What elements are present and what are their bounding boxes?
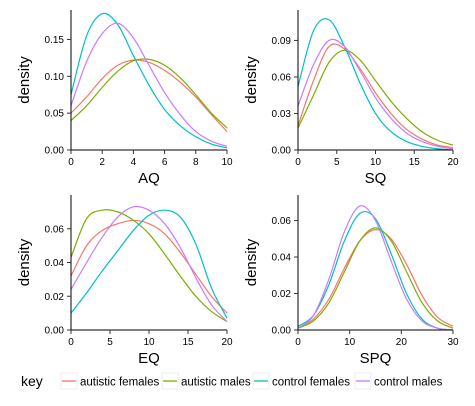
x-tick-label: 0 bbox=[295, 337, 301, 348]
y-axis-title: density bbox=[16, 56, 33, 104]
y-tick-label: 0.04 bbox=[45, 258, 65, 269]
y-tick-label: 0.00 bbox=[45, 146, 65, 157]
x-axis-title: EQ bbox=[138, 350, 160, 367]
x-tick-label: 5 bbox=[107, 337, 113, 348]
density-line-autistic-females bbox=[70, 219, 228, 314]
y-tick-label: 0.02 bbox=[45, 292, 65, 303]
x-tick-label: 0 bbox=[295, 157, 301, 168]
y-tick-label: 0.00 bbox=[272, 146, 292, 157]
x-tick-label: 30 bbox=[447, 337, 459, 348]
x-tick-label: 6 bbox=[162, 157, 168, 168]
density-line-control-females bbox=[70, 209, 228, 319]
x-axis-title: SPQ bbox=[360, 350, 392, 367]
x-tick-label: 15 bbox=[409, 157, 421, 168]
density-line-control-females bbox=[297, 211, 454, 331]
y-tick-label: 0.03 bbox=[272, 109, 292, 120]
y-axis-title: density bbox=[243, 238, 260, 286]
x-tick-label: 10 bbox=[370, 157, 382, 168]
x-axis-title: AQ bbox=[138, 170, 160, 187]
density-line-control-males bbox=[297, 38, 454, 150]
density-line-autistic-males bbox=[297, 227, 454, 329]
y-tick-label: 0.09 bbox=[272, 36, 292, 47]
density-line-autistic-males bbox=[70, 58, 228, 129]
x-tick-label: 20 bbox=[447, 157, 459, 168]
x-tick-label: 15 bbox=[182, 337, 194, 348]
x-tick-label: 10 bbox=[344, 337, 356, 348]
panel-sq: 0 5 10 15 20 0.00 0.03 0.06 0.09 SQ density bbox=[243, 10, 459, 187]
y-tick-label: 0.10 bbox=[45, 72, 65, 83]
density-line-autistic-females bbox=[297, 229, 454, 329]
density-line-control-males bbox=[70, 205, 228, 322]
panel-spq: 0 10 20 30 0.00 0.02 0.04 0.06 SPQ density bbox=[243, 195, 459, 367]
density-line-autistic-males bbox=[70, 209, 228, 323]
x-tick-label: 20 bbox=[396, 337, 408, 348]
legend-title: key bbox=[21, 373, 43, 389]
density-line-control-females bbox=[70, 12, 228, 149]
x-tick-label: 5 bbox=[334, 157, 340, 168]
legend-label: control males bbox=[374, 377, 443, 389]
panel-eq: 0 5 10 15 20 0.00 0.02 0.04 0.06 EQ density bbox=[16, 195, 233, 367]
density-line-autistic-males bbox=[297, 49, 454, 146]
y-tick-label: 0.00 bbox=[45, 326, 65, 337]
y-axis-title: density bbox=[243, 56, 260, 104]
legend: key autistic females autistic males control… bbox=[21, 372, 443, 390]
panel-aq: 0 2 4 6 8 10 0.00 0.05 0.10 0.15 AQ density bbox=[16, 10, 233, 187]
y-tick-label: 0.04 bbox=[272, 253, 292, 264]
x-axis-title: SQ bbox=[365, 170, 387, 187]
density-line-autistic-females bbox=[297, 43, 454, 149]
legend-label: control females bbox=[272, 377, 350, 389]
y-tick-label: 0.00 bbox=[272, 326, 292, 337]
density-line-control-females bbox=[297, 18, 454, 151]
density-line-control-males bbox=[297, 205, 454, 331]
x-tick-label: 8 bbox=[193, 157, 199, 168]
y-tick-label: 0.05 bbox=[45, 109, 65, 120]
density-line-autistic-females bbox=[70, 59, 228, 132]
y-tick-label: 0.06 bbox=[272, 72, 292, 83]
x-tick-label: 10 bbox=[221, 157, 233, 168]
x-tick-label: 4 bbox=[131, 157, 137, 168]
x-tick-label: 0 bbox=[68, 157, 74, 168]
y-tick-label: 0.06 bbox=[45, 224, 65, 235]
x-tick-label: 10 bbox=[143, 337, 155, 348]
y-tick-label: 0.02 bbox=[272, 289, 292, 300]
y-tick-label: 0.06 bbox=[272, 216, 292, 227]
y-axis-title: density bbox=[16, 238, 33, 286]
legend-label: autistic males bbox=[181, 377, 251, 389]
y-tick-label: 0.15 bbox=[45, 35, 65, 46]
x-tick-label: 20 bbox=[221, 337, 233, 348]
x-tick-label: 2 bbox=[99, 157, 105, 168]
x-tick-label: 0 bbox=[68, 337, 74, 348]
legend-label: autistic females bbox=[80, 377, 160, 389]
density-line-control-males bbox=[70, 22, 228, 147]
